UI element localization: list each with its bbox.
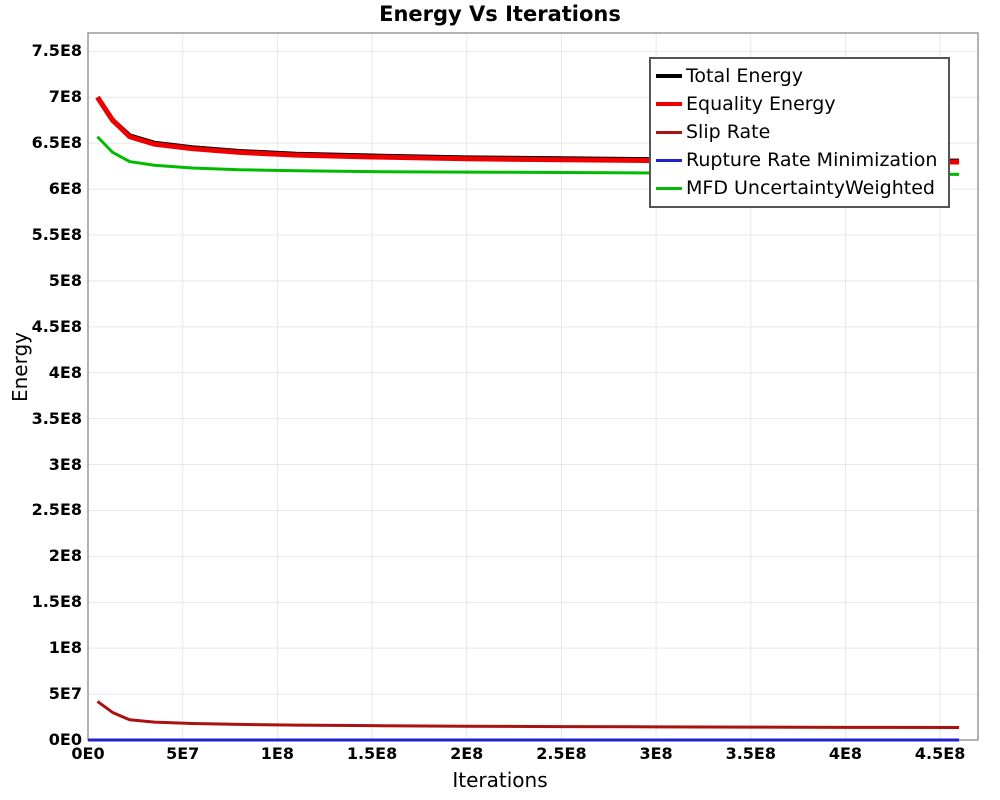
y-tick-label: 2E8: [48, 546, 82, 566]
legend-item-mfd[interactable]: MFD UncertaintyWeighted: [655, 174, 944, 202]
y-tick-label: 7E8: [48, 87, 82, 107]
x-tick-label: 2E8: [450, 744, 484, 763]
y-tick-label: 5.5E8: [31, 225, 82, 244]
y-tick-label: 7.5E8: [31, 41, 82, 61]
x-tick-label: 5E7: [166, 744, 200, 763]
y-tick-label: 4.5E8: [31, 316, 82, 336]
legend-swatch-rupture-rate: [655, 158, 683, 162]
legend-item-rupture-rate[interactable]: Rupture Rate Minimization: [655, 146, 944, 174]
y-tick-label: 3.5E8: [31, 408, 82, 428]
y-tick-label: 6E8: [48, 179, 82, 199]
legend-swatch-mfd: [655, 186, 683, 190]
legend-swatch-slip-rate: [655, 130, 683, 134]
y-tick-label: 6.5E8: [31, 133, 82, 153]
y-tick-label: 0E0: [48, 730, 82, 749]
y-tick-label: 1.5E8: [31, 592, 82, 612]
y-axis-tick-labels: 0E0 5E7 1E8 1.5E8 2E8 2.5E8 3E8 3.5E8 4E8 4.5E8 5E…: [8, 0, 82, 800]
x-tick-label: 4E8: [828, 744, 863, 763]
y-tick-label: 1E8: [48, 638, 82, 658]
legend-label-slip-rate: Slip Rate: [686, 121, 771, 143]
x-tick-label: 3.5E8: [725, 744, 776, 763]
legend-label-total-energy: Total Energy: [686, 65, 803, 87]
legend-label-mfd: MFD UncertaintyWeighted: [686, 177, 935, 199]
y-tick-label: 5E8: [48, 270, 82, 290]
legend-label-equality-energy: Equality Energy: [686, 93, 836, 115]
legend-item-equality-energy[interactable]: Equality Energy: [655, 90, 944, 118]
series-line: [96, 700, 960, 730]
x-tick-label: 1E8: [260, 744, 294, 763]
chart-legend: Total Energy Equality Energy Slip Rate R…: [649, 57, 950, 208]
y-tick-label: 5E7: [48, 684, 82, 704]
x-tick-label: 2.5E8: [536, 744, 587, 763]
x-tick-label: 0E0: [71, 744, 105, 763]
series-lines: [88, 95, 960, 742]
legend-item-slip-rate[interactable]: Slip Rate: [655, 118, 944, 146]
x-tick-label: 3E8: [639, 744, 673, 763]
legend-swatch-equality-energy: [655, 102, 683, 106]
legend-item-total-energy[interactable]: Total Energy: [655, 62, 944, 90]
y-tick-label: 3E8: [48, 454, 82, 474]
legend-swatch-total-energy: [655, 74, 683, 78]
y-tick-label: 4E8: [48, 362, 82, 382]
x-tick-label: 4.5E8: [914, 744, 966, 763]
chart-title: Energy Vs Iterations: [379, 2, 621, 26]
legend-label-rupture-rate: Rupture Rate Minimization: [686, 149, 938, 171]
x-axis-title: Iterations: [452, 768, 548, 792]
y-tick-label: 2.5E8: [31, 500, 82, 520]
x-tick-label: 1.5E8: [346, 744, 398, 763]
